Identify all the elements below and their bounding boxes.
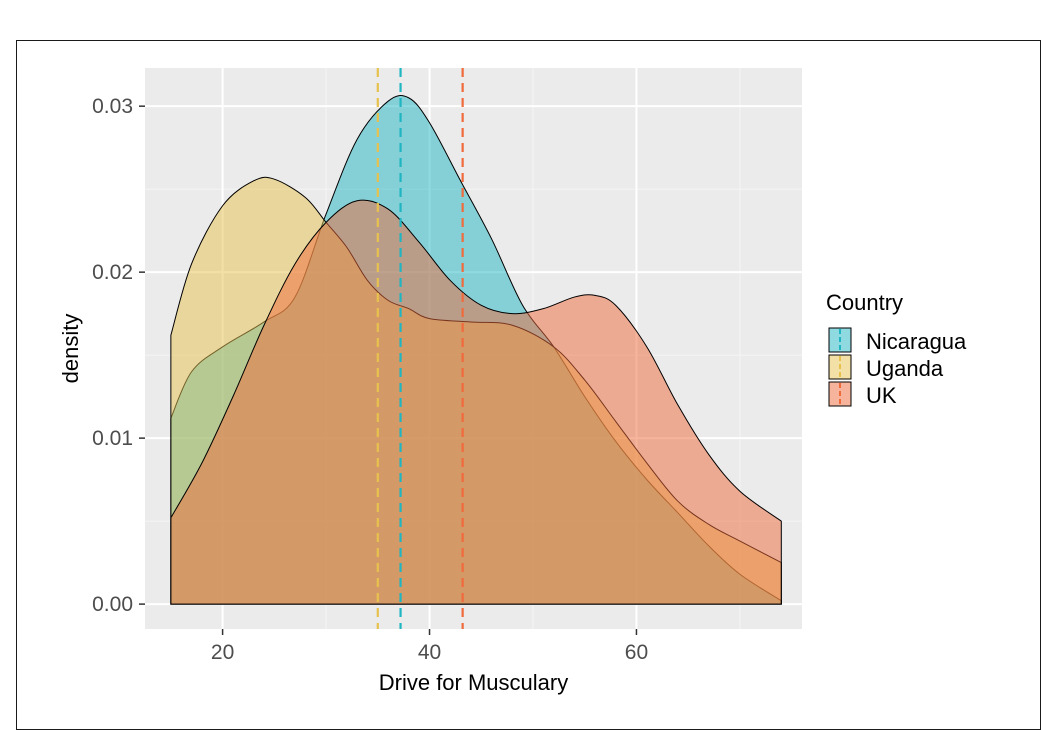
x-tick-label: 40 bbox=[418, 641, 441, 664]
x-tick-label: 20 bbox=[211, 641, 234, 664]
x-axis: 20 40 60 bbox=[211, 629, 648, 664]
x-tick-label: 60 bbox=[625, 641, 648, 664]
x-axis-title: Drive for Musculary bbox=[379, 670, 568, 695]
legend-label-nicaragua: Nicaragua bbox=[866, 329, 967, 354]
legend-title: Country bbox=[826, 290, 903, 315]
y-axis: 0.00 0.01 0.02 0.03 bbox=[92, 95, 145, 616]
density-area-uk bbox=[170, 199, 782, 605]
y-tick-label: 0.00 bbox=[92, 593, 133, 616]
y-tick-label: 0.01 bbox=[92, 427, 133, 450]
mean-lines bbox=[376, 68, 464, 629]
y-tick-label: 0.02 bbox=[92, 261, 133, 284]
density-areas bbox=[170, 95, 782, 605]
legend-label-uk: UK bbox=[866, 383, 897, 408]
legend-label-uganda: Uganda bbox=[866, 356, 944, 381]
y-axis-title: density bbox=[58, 314, 83, 384]
y-tick-label: 0.03 bbox=[92, 95, 133, 118]
